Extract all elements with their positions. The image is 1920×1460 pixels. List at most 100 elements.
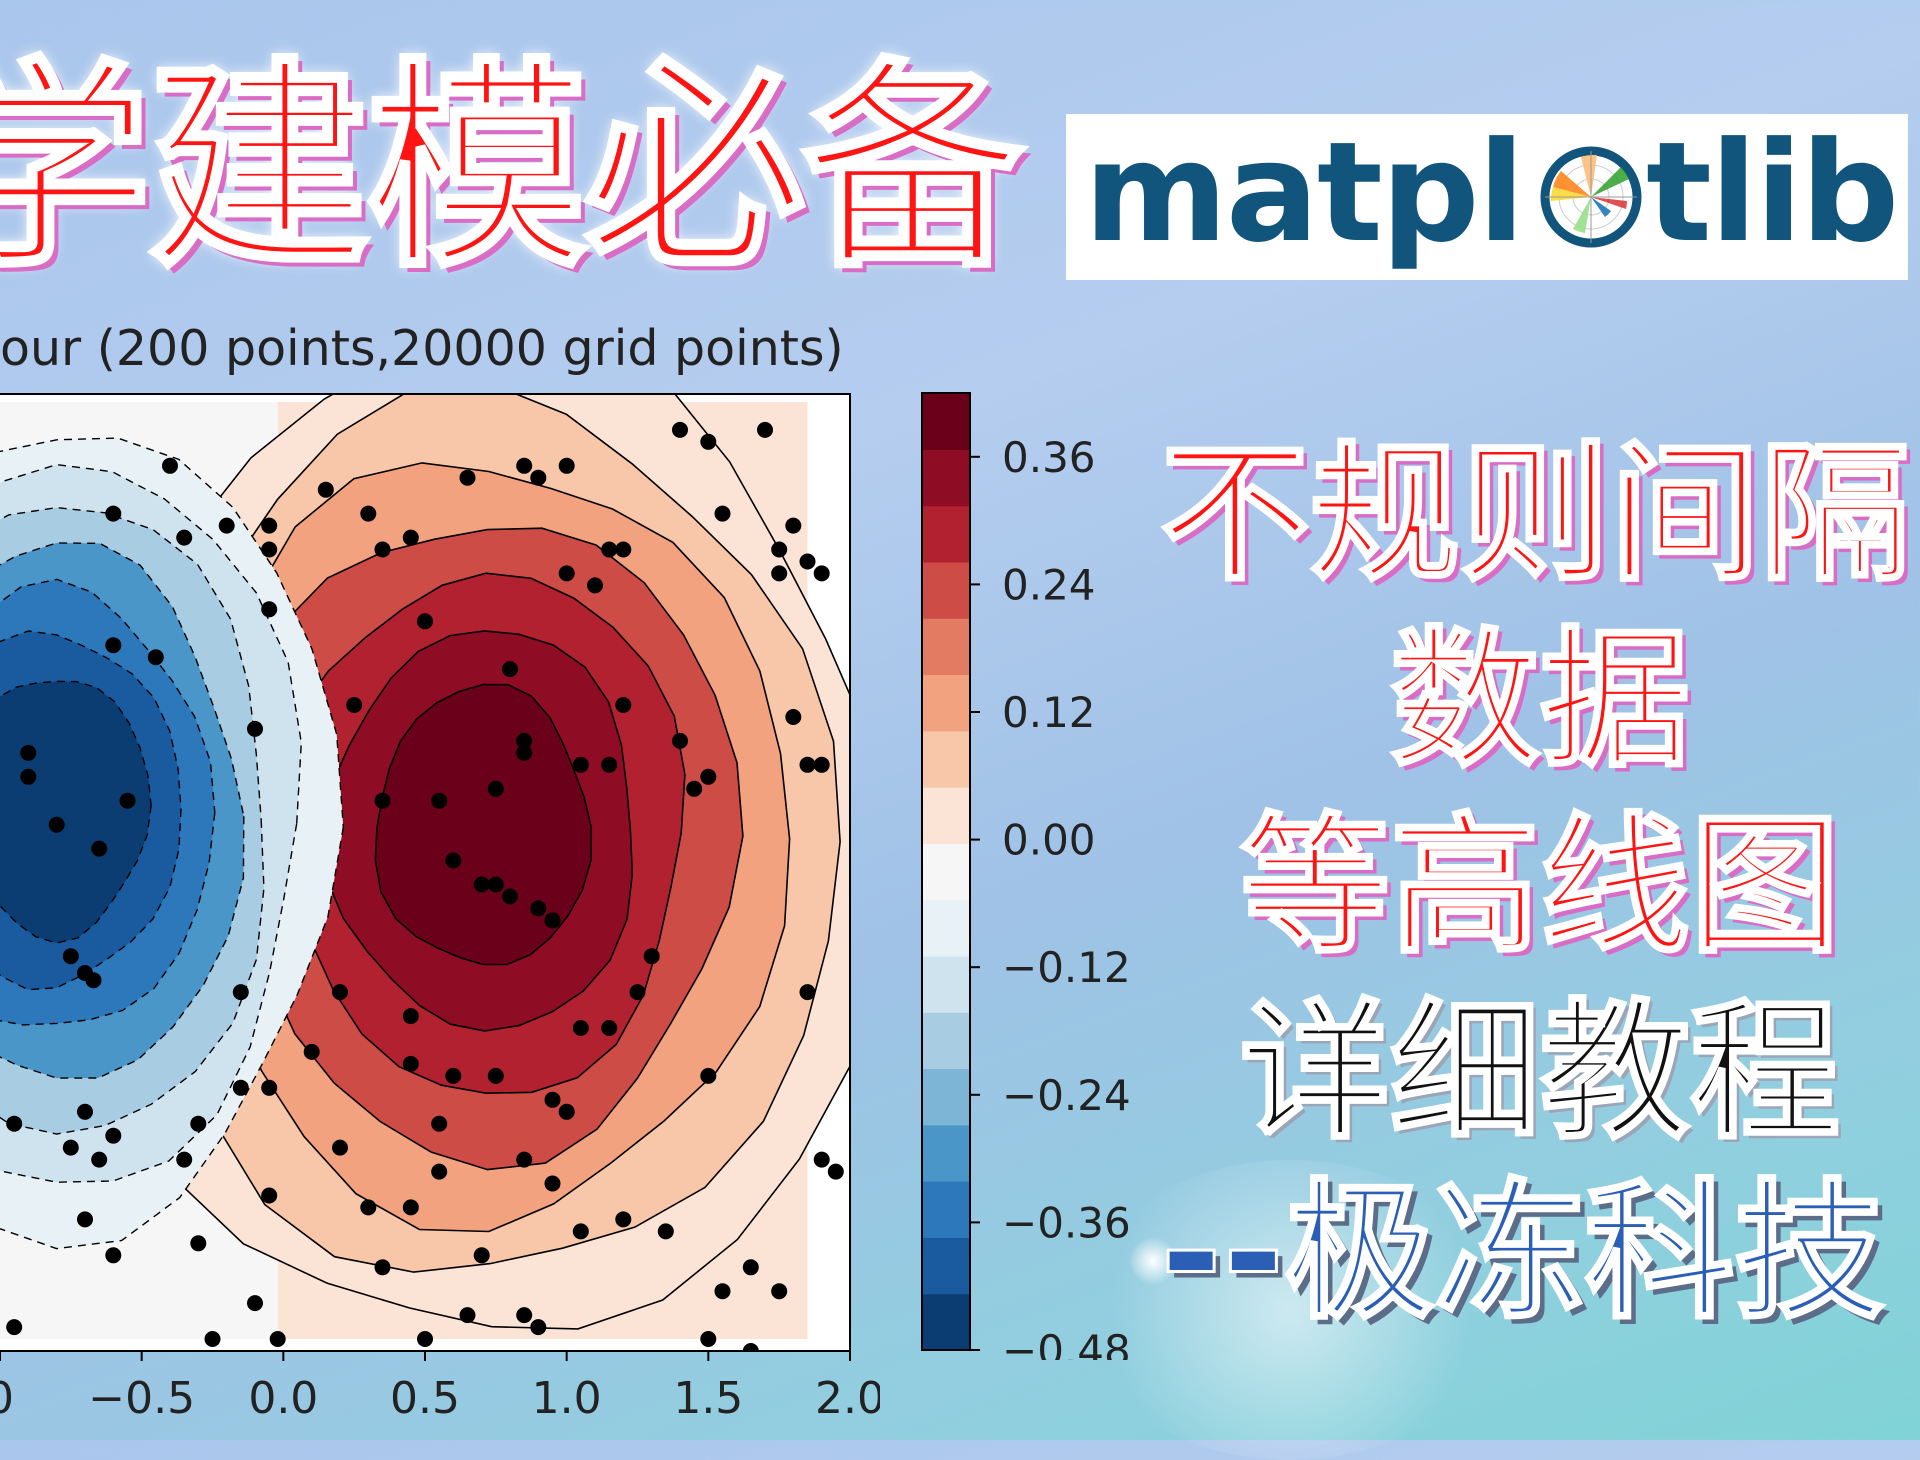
scatter-point xyxy=(232,984,249,1001)
chart-title: our (200 points,20000 grid points) xyxy=(0,320,844,377)
scatter-point xyxy=(629,984,646,1001)
colorbar-tick-label: −0.24 xyxy=(1002,1071,1131,1120)
scatter-point xyxy=(700,1067,717,1084)
scatter-point xyxy=(176,529,193,546)
scatter-point xyxy=(473,876,490,893)
colorbar-tick-label: −0.48 xyxy=(1002,1326,1131,1360)
scatter-point xyxy=(516,1151,533,1168)
colorbar-band xyxy=(922,787,970,844)
x-tick-label: 0 xyxy=(0,1373,14,1424)
scatter-points xyxy=(6,421,844,1371)
colorbar-tick-label: 0.24 xyxy=(1002,560,1096,609)
scatter-point xyxy=(232,1079,249,1096)
colorbar-band xyxy=(922,674,970,732)
scatter-point xyxy=(261,601,278,618)
scatter-point xyxy=(615,697,632,713)
scatter-point xyxy=(742,1259,759,1276)
scatter-point xyxy=(261,517,278,534)
side-text-line1: 不规则间隔 xyxy=(1158,428,1911,602)
scatter-point xyxy=(374,541,391,558)
scatter-point xyxy=(62,1139,79,1156)
x-axis: 0 −0.5 0.0 0.5 1.0 1.5 2.0 xyxy=(0,1351,880,1424)
x-tick-label: 1.5 xyxy=(673,1373,743,1424)
scatter-point xyxy=(204,1331,221,1347)
scatter-point xyxy=(615,541,632,558)
colorbar-band xyxy=(922,1237,970,1295)
scatter-point xyxy=(6,1115,23,1132)
scatter-point xyxy=(558,1103,575,1120)
colorbar-band xyxy=(922,730,970,788)
scatter-point xyxy=(771,1283,788,1300)
side-text-line5: --极冻科技 xyxy=(1159,1166,1887,1340)
contour-level-positive xyxy=(374,683,593,966)
scatter-point xyxy=(530,1319,547,1336)
scatter-point xyxy=(162,457,178,474)
scatter-point xyxy=(714,505,731,522)
scatter-point xyxy=(813,565,830,582)
scatter-point xyxy=(516,744,533,761)
scatter-point xyxy=(176,1151,193,1168)
colorbar: 0.36 0.24 0.12 0.00 −0.12 −0.24 −0.36 −0.48 xyxy=(921,392,1131,1360)
x-tick-label: 1.0 xyxy=(532,1373,602,1424)
scatter-point xyxy=(771,541,788,558)
logo-text-left: matpl xyxy=(1084,114,1525,273)
scatter-point xyxy=(105,1247,122,1264)
x-tick-label: 2.0 xyxy=(815,1373,880,1424)
scatter-point xyxy=(6,1319,23,1336)
colorbar-bands xyxy=(922,393,970,1351)
scatter-point xyxy=(77,1211,93,1228)
scatter-point xyxy=(615,1211,632,1228)
scatter-point xyxy=(317,481,334,498)
scatter-point xyxy=(62,948,79,965)
scatter-point xyxy=(785,709,802,725)
colorbar-band xyxy=(922,505,970,563)
colorbar-band xyxy=(922,1068,970,1126)
scatter-point xyxy=(544,1091,561,1108)
scatter-point xyxy=(516,457,533,474)
scatter-point xyxy=(572,756,589,773)
scatter-point xyxy=(402,1008,419,1025)
scatter-point xyxy=(332,1139,348,1156)
colorbar-tick-label: 0.12 xyxy=(1002,688,1096,737)
colorbar-frame xyxy=(921,392,971,1351)
scatter-point xyxy=(105,637,122,654)
scatter-point xyxy=(417,1331,433,1347)
matplotlib-logo: matpl tlib xyxy=(1066,114,1908,280)
scatter-point xyxy=(516,732,533,749)
scatter-point xyxy=(785,517,802,534)
scatter-point xyxy=(119,792,136,809)
scatter-point xyxy=(77,1103,93,1120)
scatter-point xyxy=(502,661,518,678)
scatter-point xyxy=(360,1355,376,1371)
scatter-point xyxy=(771,565,788,582)
scatter-point xyxy=(601,756,618,773)
colorbar-tick-label: −0.12 xyxy=(1002,943,1131,992)
scatter-point xyxy=(530,469,547,486)
side-text-line2: 数据 xyxy=(1388,614,1691,788)
scatter-point xyxy=(672,421,688,438)
scatter-point xyxy=(147,649,164,666)
x-tick-label: 0.5 xyxy=(390,1373,460,1424)
polar-wheel-icon xyxy=(1540,146,1642,248)
scatter-point xyxy=(303,1043,320,1060)
contour-level-negative xyxy=(0,680,152,944)
scatter-point xyxy=(445,852,462,869)
colorbar-band xyxy=(922,955,970,1013)
scatter-point xyxy=(431,792,448,809)
contour-chart: 0 −0.5 0.0 0.5 1.0 1.5 2.0 xyxy=(0,393,880,1424)
scatter-point xyxy=(813,756,830,773)
scatter-point xyxy=(601,1020,618,1036)
banner-title: 学建模必备 xyxy=(0,40,1026,298)
scatter-point xyxy=(544,1175,561,1192)
scatter-point xyxy=(332,984,348,1001)
scatter-point xyxy=(799,756,816,773)
scatter-point xyxy=(714,1283,731,1300)
colorbar-band xyxy=(922,1181,970,1238)
scatter-point xyxy=(91,1151,108,1168)
scatter-point xyxy=(657,1223,674,1240)
logo-text-right: tlib xyxy=(1646,114,1899,273)
scatter-point xyxy=(105,505,122,522)
scatter-point xyxy=(799,553,816,570)
colorbar-band xyxy=(922,393,970,450)
side-text-line4: 详细教程 xyxy=(1238,986,1841,1160)
